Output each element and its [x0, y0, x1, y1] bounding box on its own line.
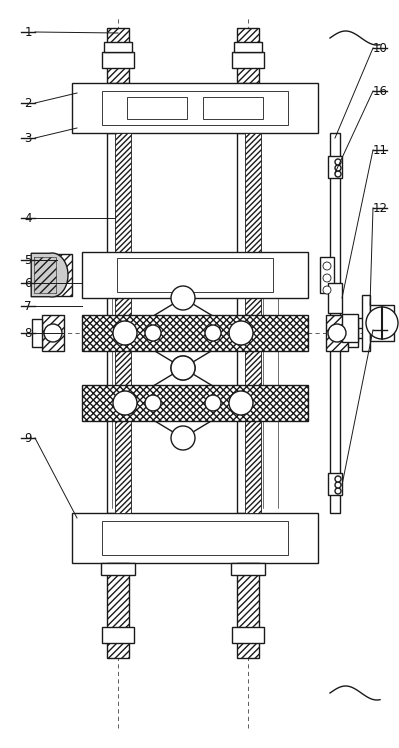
Bar — [107, 133, 129, 513]
Bar — [102, 521, 288, 555]
Polygon shape — [31, 253, 68, 297]
Bar — [342, 314, 358, 342]
Circle shape — [171, 286, 195, 310]
Circle shape — [335, 476, 341, 482]
Bar — [32, 319, 42, 347]
Bar — [203, 97, 263, 119]
Bar — [107, 28, 129, 83]
Circle shape — [229, 321, 253, 345]
Circle shape — [323, 262, 331, 270]
Bar — [232, 627, 264, 643]
Bar — [237, 563, 259, 658]
Circle shape — [205, 325, 221, 341]
Bar — [104, 42, 132, 52]
Circle shape — [171, 426, 195, 450]
Bar — [330, 133, 340, 513]
Circle shape — [335, 159, 341, 165]
Bar — [117, 258, 273, 292]
Circle shape — [229, 391, 253, 415]
Circle shape — [335, 165, 341, 171]
Text: 10: 10 — [373, 41, 387, 55]
Bar — [232, 52, 264, 68]
Circle shape — [335, 482, 341, 488]
Bar — [82, 315, 308, 351]
Bar — [328, 283, 342, 313]
Circle shape — [113, 321, 137, 345]
Bar — [42, 315, 64, 351]
Text: 8: 8 — [24, 326, 32, 340]
Text: 16: 16 — [373, 85, 387, 97]
Bar — [328, 473, 342, 495]
Circle shape — [145, 325, 161, 341]
Text: 13: 13 — [373, 323, 387, 337]
Bar — [82, 385, 308, 421]
Bar — [370, 305, 394, 341]
Bar — [101, 563, 135, 575]
Bar — [245, 133, 261, 513]
Circle shape — [171, 356, 195, 380]
Bar — [237, 28, 259, 83]
Circle shape — [323, 286, 331, 294]
Circle shape — [44, 324, 62, 342]
Text: 6: 6 — [24, 277, 32, 289]
Text: 9: 9 — [24, 432, 32, 444]
Bar — [72, 83, 318, 133]
Bar — [102, 52, 134, 68]
Bar — [54, 254, 72, 296]
Circle shape — [335, 171, 341, 177]
Bar — [107, 563, 129, 658]
Circle shape — [366, 307, 398, 339]
Bar — [326, 315, 348, 351]
Bar — [127, 97, 187, 119]
Text: 7: 7 — [24, 299, 32, 313]
Bar — [102, 627, 134, 643]
Circle shape — [205, 395, 221, 411]
Bar — [328, 156, 342, 178]
Bar — [82, 252, 308, 298]
Bar — [348, 319, 358, 347]
Circle shape — [323, 274, 331, 282]
Text: 12: 12 — [373, 201, 387, 215]
Circle shape — [335, 488, 341, 494]
Text: 3: 3 — [24, 132, 32, 144]
Circle shape — [171, 356, 195, 380]
Bar — [34, 257, 56, 293]
Bar — [115, 133, 131, 513]
Text: 5: 5 — [24, 254, 32, 266]
Text: 11: 11 — [373, 144, 387, 156]
Circle shape — [113, 391, 137, 415]
Circle shape — [328, 324, 346, 342]
Bar — [102, 91, 288, 125]
Bar — [234, 42, 262, 52]
Text: 2: 2 — [24, 96, 32, 109]
Bar — [72, 513, 318, 563]
Text: 4: 4 — [24, 212, 32, 224]
Text: 1: 1 — [24, 25, 32, 38]
Bar — [231, 563, 265, 575]
Circle shape — [145, 395, 161, 411]
Bar — [320, 257, 334, 293]
Bar — [362, 295, 370, 351]
Bar — [237, 133, 259, 513]
